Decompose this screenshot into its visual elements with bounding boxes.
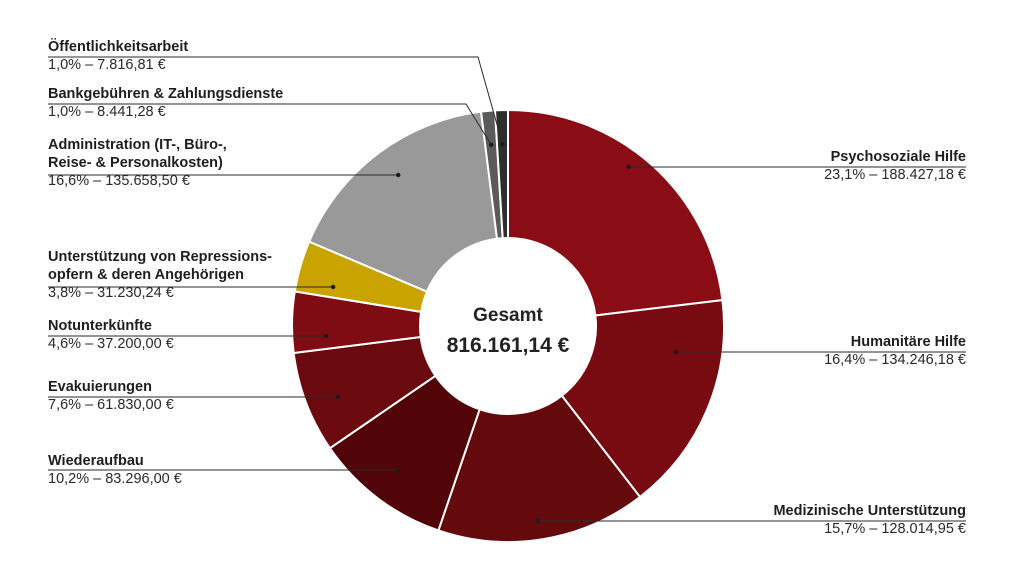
leader-dot-6: [323, 333, 329, 339]
label-slice-3: Medizinische Unterstützung 15,7% – 128.01…: [773, 502, 966, 538]
label-slice-8: Administration (IT-, Büro-, Reise- & Per…: [48, 136, 227, 190]
leader-dot-5: [335, 394, 341, 400]
leader-dot-8: [396, 172, 401, 178]
leader-dot-4: [395, 467, 401, 473]
slice-name: Bankgebühren & Zahlungsdienste: [48, 86, 284, 102]
leader-line-9: [48, 103, 492, 146]
leader-dot-3: [535, 518, 541, 524]
center-total-value: 816.161,14 €: [447, 334, 570, 357]
slice-value: 16,6% – 135.658,50 €: [48, 173, 190, 190]
leader-dot-10: [500, 141, 505, 147]
slice-name: Medizinische Unterstützung: [773, 503, 966, 519]
leader-lines-group: [48, 56, 966, 524]
center-title: Gesamt: [473, 305, 543, 326]
leader-dot-1: [626, 164, 631, 170]
slice-value: 16,4% – 134.246,18 €: [824, 352, 966, 369]
label-slice-2: Humanitäre Hilfe 16,4% – 134.246,18 €: [824, 333, 966, 369]
label-slice-10: Öffentlichkeitsarbeit 1,0% – 7.816,81 €: [48, 38, 188, 74]
donut-hole: [420, 238, 596, 414]
slice-name: Unterstützung von Repressions- opfern & …: [48, 249, 272, 284]
slice-name: Notunterkünfte: [48, 318, 152, 334]
slice-name: Administration (IT-, Büro-, Reise- & Per…: [48, 137, 227, 172]
slice-value: 4,6% – 37.200,00 €: [48, 336, 174, 353]
label-slice-4: Wiederaufbau 10,2% – 83.296,00 €: [48, 452, 182, 488]
slice-name: Öffentlichkeitsarbeit: [48, 39, 189, 55]
slice-value: 15,7% – 128.014,95 €: [824, 521, 966, 538]
slice-name: Evakuierungen: [48, 379, 152, 395]
slice-value: 3,8% – 31.230,24 €: [48, 285, 174, 302]
slice-value: 10,2% – 83.296,00 €: [48, 471, 182, 488]
slice-value: 23,1% – 188.427,18 €: [824, 167, 966, 184]
leader-dot-9: [488, 142, 494, 147]
leader-dot-7: [330, 284, 336, 290]
slice-name: Psychosoziale Hilfe: [830, 149, 966, 165]
leader-line-10: [48, 56, 504, 145]
label-slice-9: Bankgebühren & Zahlungsdienste 1,0% – 8.4…: [48, 85, 283, 121]
slice-value: 1,0% – 7.816,81 €: [48, 57, 166, 74]
label-slice-6: Notunterkünfte 4,6% – 37.200,00 €: [48, 317, 174, 353]
slice-3: [437, 394, 642, 543]
slice-name: Humanitäre Hilfe: [850, 334, 966, 350]
leader-dot-2: [673, 349, 679, 355]
label-slice-1: Psychosoziale Hilfe 23,1% – 188.427,18 €: [824, 148, 966, 184]
label-slice-5: Evakuierungen 7,6% – 61.830,00 €: [48, 378, 174, 414]
slice-name: Wiederaufbau: [48, 453, 144, 469]
slice-value: 1,0% – 8.441,28 €: [48, 104, 166, 121]
label-slice-7: Unterstützung von Repressions- opfern & …: [48, 248, 272, 302]
slice-value: 7,6% – 61.830,00 €: [48, 397, 174, 414]
